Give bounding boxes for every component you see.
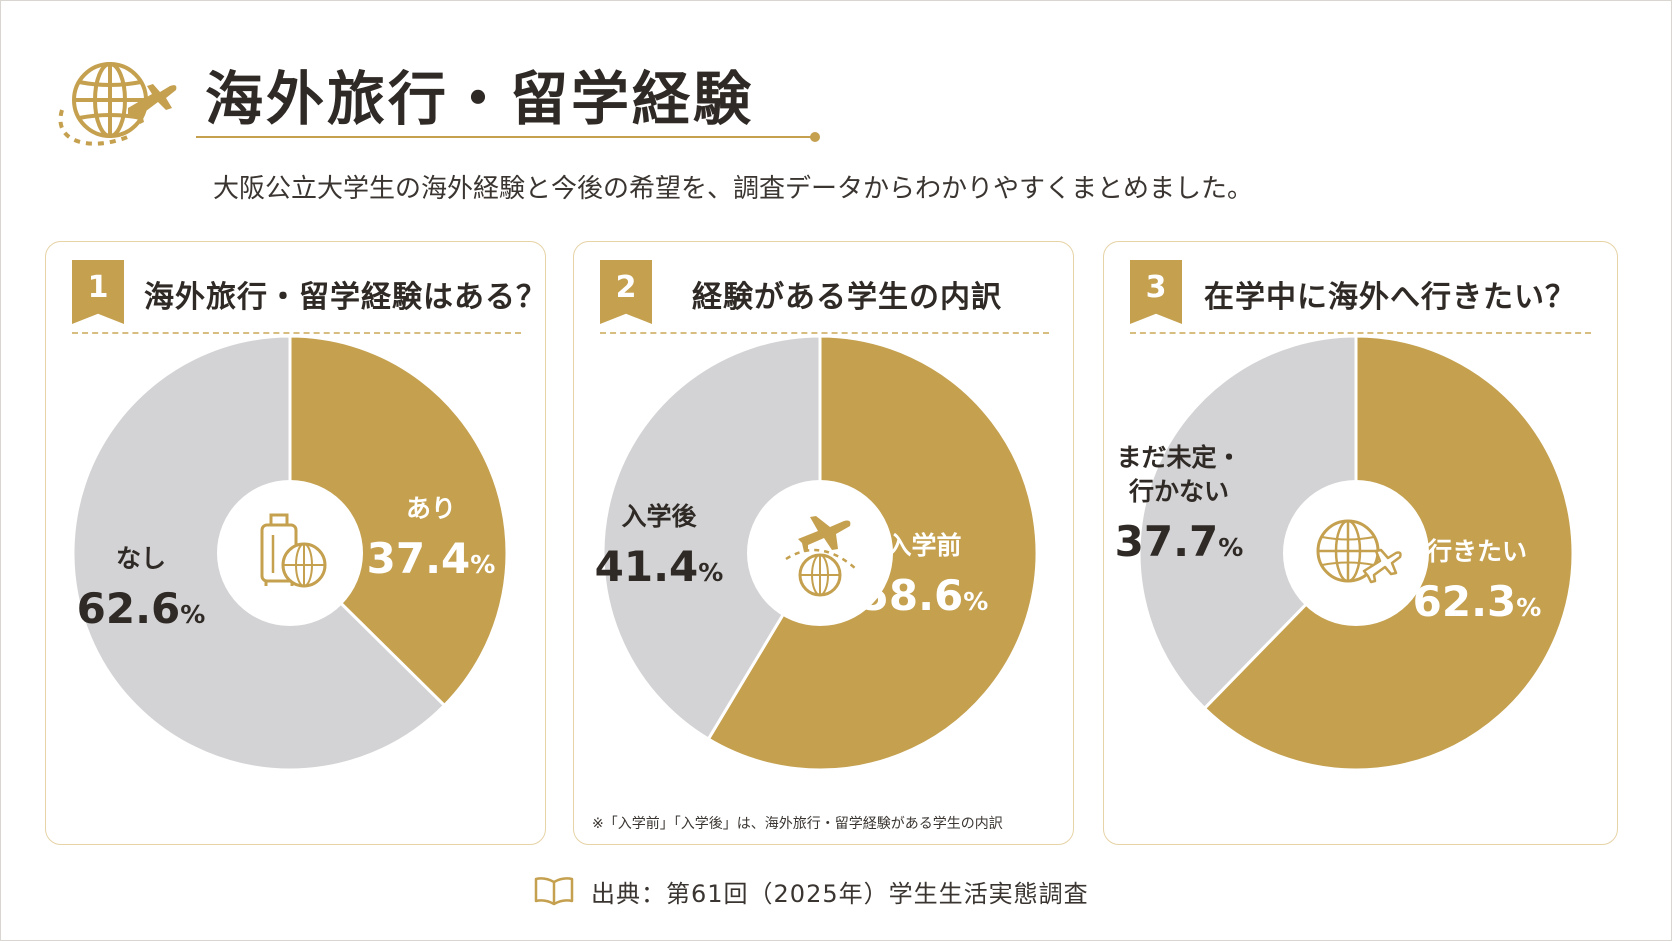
airplane-globe-icon	[785, 516, 857, 597]
page-title: 海外旅行・留学経験	[205, 65, 755, 133]
pie-slice	[1137, 334, 1358, 711]
title-underline	[196, 136, 814, 138]
panel-number-badge: 1	[72, 260, 124, 324]
slice-label: 入学後	[621, 502, 697, 531]
book-icon	[534, 877, 574, 906]
panel-1: 1 海外旅行・留学経験はある？ あり 37.4% なし 62.6%	[45, 241, 546, 845]
panel-divider	[72, 332, 521, 334]
source-text: 出典：第61回（2025年）学生生活実態調査	[591, 880, 1089, 908]
slice-label: なし	[116, 544, 166, 573]
page-subtitle: 大阪公立大学生の海外経験と今後の希望を、調査データからわかりやすくまとめました。	[213, 174, 1254, 204]
suitcase-globe-icon	[260, 513, 327, 588]
title-underline-dot	[810, 132, 820, 142]
globe-airplane-icon	[58, 62, 177, 146]
slice-value: 41.4%	[595, 542, 724, 591]
panel-3: 3 在学中に海外へ行きたい？ 行きたい 62.3% まだ未定・行かない 37.7%	[1103, 241, 1618, 845]
globe-airplane-icon	[1316, 519, 1402, 584]
pie-slice	[288, 334, 509, 708]
slice-value: 37.4%	[367, 534, 496, 583]
panel-number-badge: 2	[600, 260, 652, 324]
panel-2: 2 経験がある学生の内訳 入学前 58.6% 入学後 41.4% ※「入学前」「入学後…	[573, 241, 1074, 845]
panel-title: 在学中に海外へ行きたい？	[1204, 280, 1576, 315]
panel-number-badge: 3	[1130, 260, 1182, 324]
pie-center	[747, 480, 893, 626]
panel-title: 海外旅行・留学経験はある？	[144, 280, 546, 315]
pie-center	[1283, 480, 1429, 626]
chart-footnote: ※「入学前」「入学後」は、海外旅行・留学経験がある学生の内訳	[592, 816, 1003, 832]
panel-divider	[1130, 332, 1591, 334]
slice-label: 入学前	[886, 531, 961, 560]
pie-slice	[601, 334, 822, 742]
panel-title: 経験がある学生の内訳	[692, 280, 1002, 315]
slice-label: 行きたい	[1426, 537, 1527, 566]
slice-label: まだ未定・行かない	[1116, 443, 1241, 506]
panel-divider	[600, 332, 1049, 334]
slice-label: あり	[406, 494, 456, 523]
